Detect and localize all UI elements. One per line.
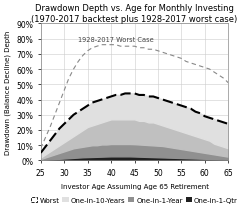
- X-axis label: Investor Age Assuming Age 65 Retirement: Investor Age Assuming Age 65 Retirement: [61, 183, 209, 189]
- Title: Drawdown Depth vs. Age for Monthly Investing
(1970-2017 backtest plus 1928-2017 : Drawdown Depth vs. Age for Monthly Inves…: [31, 4, 238, 23]
- Text: 1928-2017 Worst Case: 1928-2017 Worst Case: [78, 36, 154, 42]
- Legend: Worst, One-in-10-Years, One-in-1-Year, One-in-1-Qtr: Worst, One-in-10-Years, One-in-1-Year, O…: [28, 194, 241, 206]
- Y-axis label: Drawdown (Balance Decline) Depth: Drawdown (Balance Decline) Depth: [4, 30, 11, 154]
